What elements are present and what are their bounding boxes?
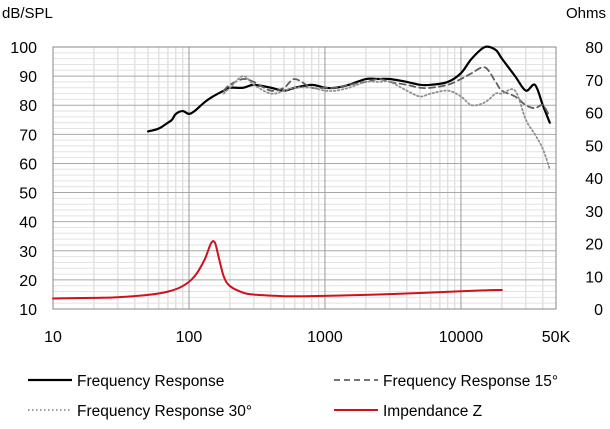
legend-label-frequency-response: Frequency Response xyxy=(77,373,224,390)
y-left-axis-title: dB/SPL xyxy=(2,5,53,22)
y-left-tick-label: 50 xyxy=(19,186,37,203)
series-line-frequency-response xyxy=(146,45,551,133)
y-right-tick-label: 0 xyxy=(594,302,603,319)
legend-label-frequency-response-15: Frequency Response 15° xyxy=(383,373,558,390)
y-left-tick-label: 80 xyxy=(19,98,37,115)
series-lines xyxy=(52,45,551,300)
legend-item-frequency-response: Frequency Response xyxy=(28,373,224,390)
y-right-tick-label: 70 xyxy=(585,73,603,90)
x-tick-label: 100 xyxy=(176,329,203,346)
y-right-tick-label: 30 xyxy=(585,204,603,221)
plot-frame xyxy=(52,46,557,310)
legend-item-frequency-response-30: Frequency Response 30° xyxy=(28,403,252,420)
y-left-tick-label: 30 xyxy=(19,244,37,261)
x-tick-label: 10 xyxy=(44,329,62,346)
y-right-tick-label: 20 xyxy=(585,237,603,254)
series-line-impendance-z xyxy=(52,240,503,300)
y-right-tick-label: 60 xyxy=(585,106,603,123)
legend-label-impendance-z: Impendance Z xyxy=(383,403,482,420)
y-right-axis-title: Ohms xyxy=(566,5,606,22)
x-tick-label: 1000 xyxy=(307,329,343,346)
x-tick-label: 10000 xyxy=(439,329,484,346)
x-ticks: 10 100 1000 10000 50K xyxy=(44,329,570,346)
y-right-tick-label: 40 xyxy=(585,171,603,188)
y-left-tick-label: 70 xyxy=(19,127,37,144)
series-line-frequency-response-30 xyxy=(222,75,551,171)
series-line-frequency-response-15 xyxy=(222,66,551,118)
legend: Frequency Response Frequency Response 15… xyxy=(28,373,558,420)
y-left-tick-label: 90 xyxy=(19,69,37,86)
y-right-ticks: 80 70 60 50 40 30 20 10 0 xyxy=(585,40,603,319)
y-left-tick-label: 100 xyxy=(10,40,37,57)
legend-item-frequency-response-15: Frequency Response 15° xyxy=(334,373,558,390)
legend-item-impendance-z: Impendance Z xyxy=(334,403,482,420)
legend-label-frequency-response-30: Frequency Response 30° xyxy=(77,403,252,420)
y-right-tick-label: 80 xyxy=(585,40,603,57)
y-right-tick-label: 50 xyxy=(585,138,603,155)
y-left-tick-label: 40 xyxy=(19,215,37,232)
y-right-tick-label: 10 xyxy=(585,269,603,286)
y-left-tick-label: 10 xyxy=(19,302,37,319)
y-left-tick-label: 20 xyxy=(19,273,37,290)
x-tick-label: 50K xyxy=(542,329,571,346)
y-left-ticks: 100 90 80 70 60 50 40 30 20 10 xyxy=(10,40,37,319)
y-left-tick-label: 60 xyxy=(19,156,37,173)
